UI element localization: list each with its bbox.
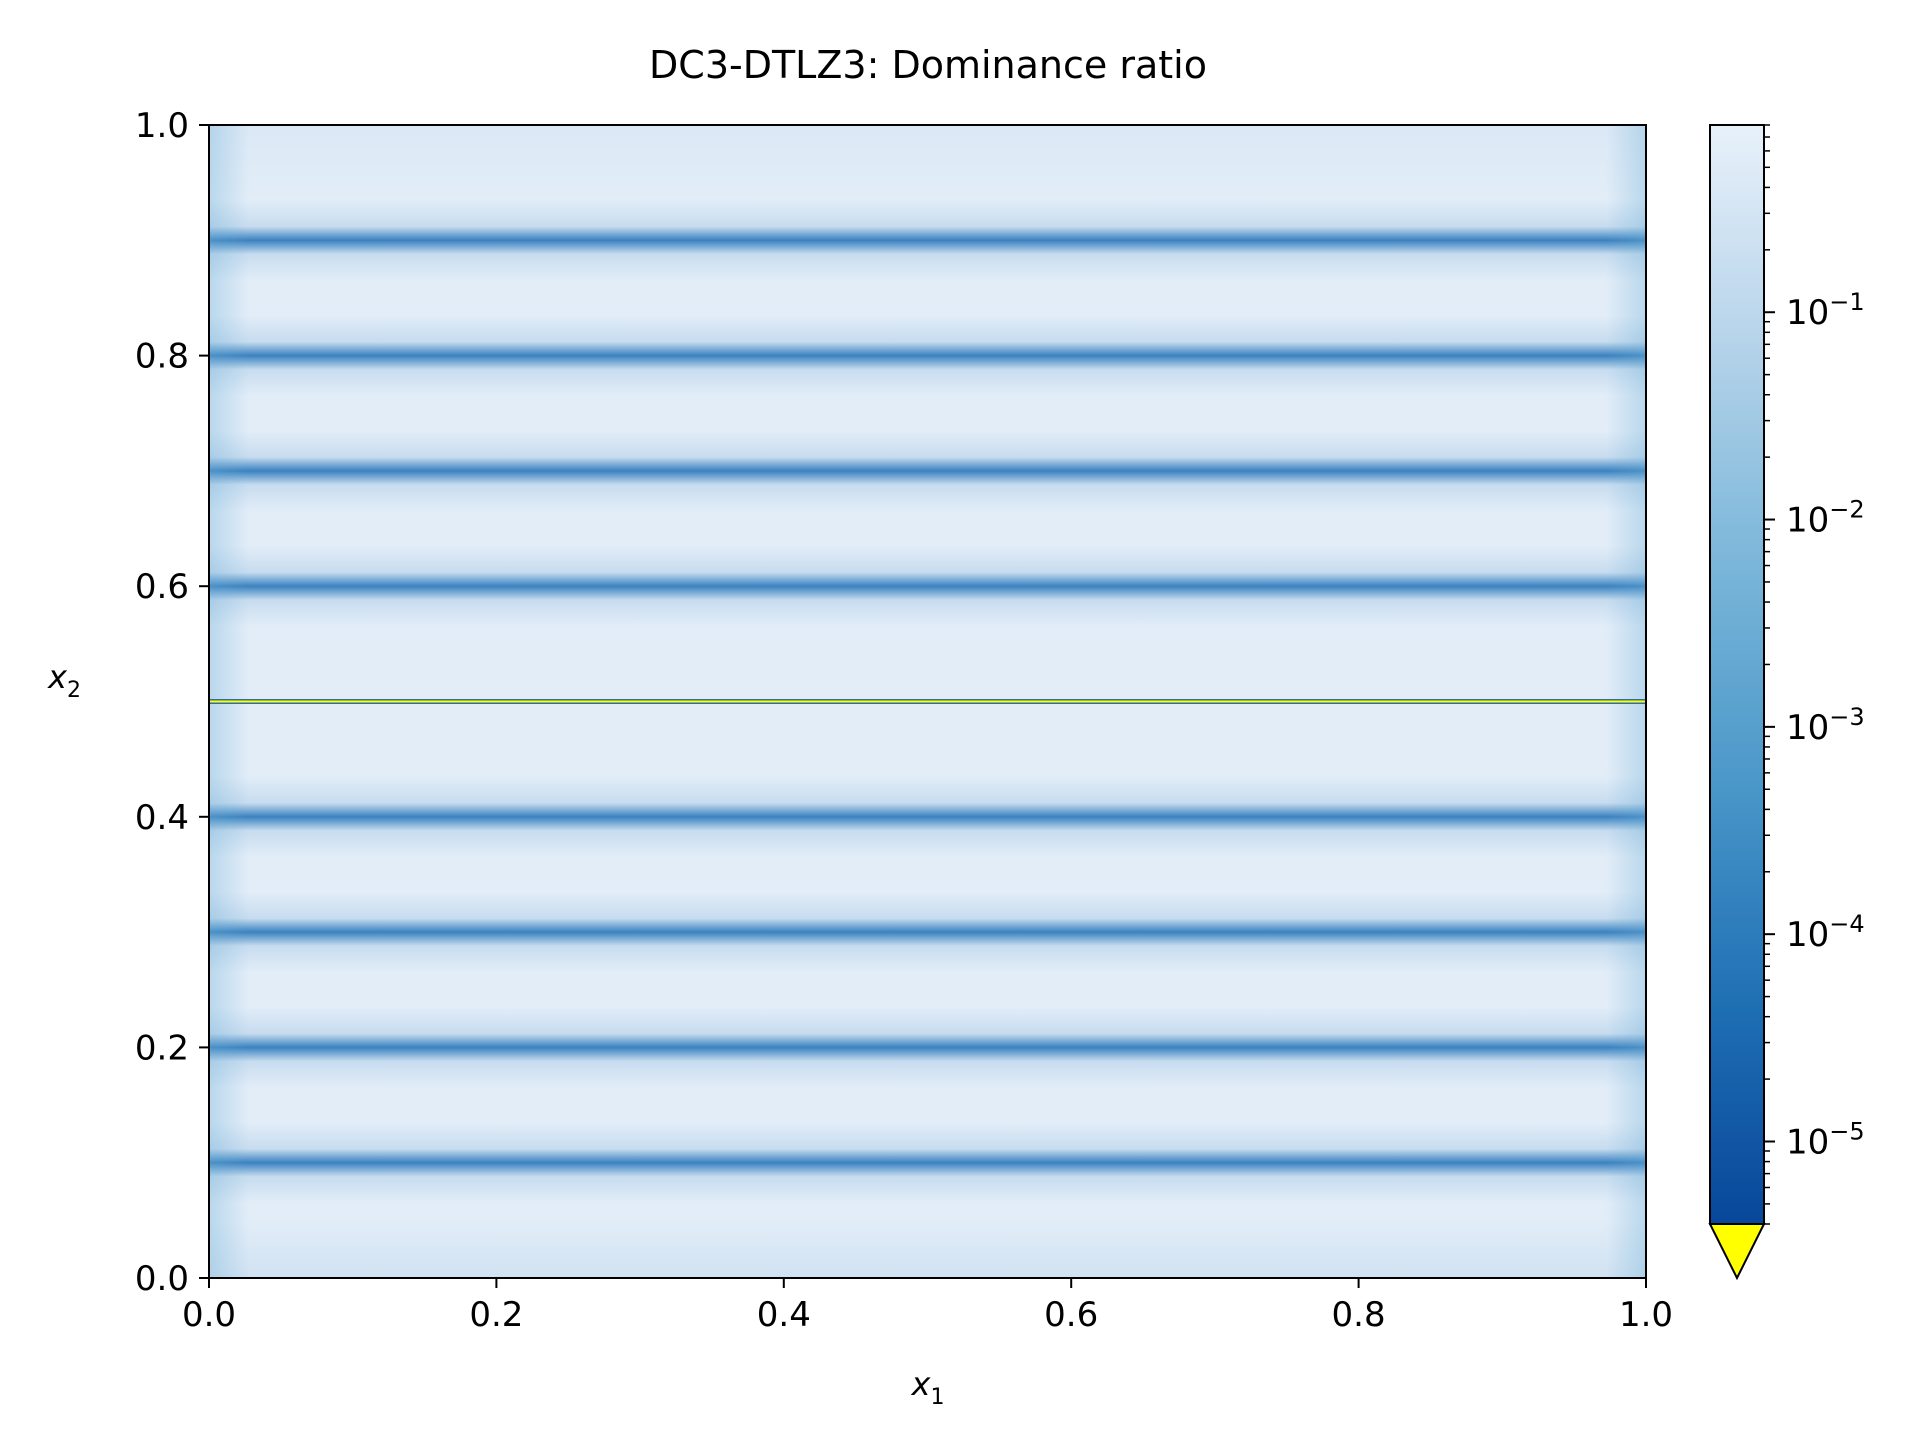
colorbar-frame [1709,124,1765,1225]
x-tick-label: 0.8 [1332,1295,1386,1335]
chart-title: DC3-DTLZ3: Dominance ratio [649,43,1207,87]
y-tick-label: 0.2 [135,1028,189,1068]
x-axis: 0.0 0.2 0.4 0.6 0.8 1.0 [182,1278,1673,1335]
y-tick-label: 0.8 [135,337,189,377]
colorbar: 10−1 10−2 10−3 10−4 10−5 [1708,124,1865,1281]
colorbar-tick-label: 10−1 [1786,288,1865,333]
x-tick-label: 1.0 [1619,1295,1673,1335]
colorbar-tick-label: 10−4 [1786,910,1865,955]
heatmap-area [208,124,1647,1279]
colorbar-under-extension [1708,1223,1766,1281]
x-tick-label: 0.4 [757,1295,811,1335]
colorbar-tick-label: 10−5 [1786,1117,1865,1162]
y-axis: 0.0 0.2 0.4 0.6 0.8 1.0 [135,106,209,1299]
x-axis-label: x1 [911,1365,945,1410]
y-tick-label: 0.6 [135,567,189,607]
colorbar-gradient [1710,125,1764,1224]
y-tick-label: 0.4 [135,798,189,838]
y-tick-label: 1.0 [135,106,189,146]
x-tick-label: 0.2 [469,1295,523,1335]
x-tick-label: 0.6 [1044,1295,1098,1335]
y-axis-label: x2 [47,658,81,703]
y-tick-label: 0.0 [135,1259,189,1299]
x-tick-label: 0.0 [182,1295,236,1335]
colorbar-tick-label: 10−2 [1786,496,1865,541]
colorbar-tick-label: 10−3 [1786,703,1865,748]
plot-frame [208,124,1647,1279]
